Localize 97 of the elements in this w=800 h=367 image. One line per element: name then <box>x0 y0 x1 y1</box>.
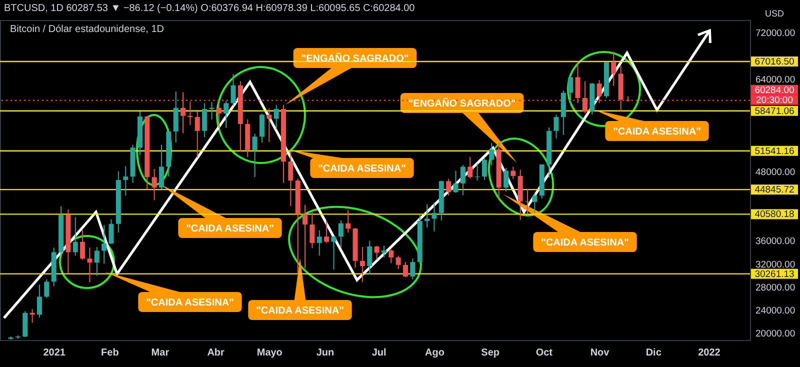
candlestick <box>324 220 330 244</box>
candlestick <box>582 80 588 114</box>
y-tick-label: 48000.00 <box>756 166 796 178</box>
ref-line-label: 60284.00 <box>754 84 794 96</box>
x-tick-label: Abr <box>207 348 225 358</box>
x-tick-label: Mar <box>151 348 170 358</box>
annotation: "ENGAÑO SAGRADO" <box>408 98 516 110</box>
candlestick <box>194 110 200 158</box>
candlestick <box>202 102 208 138</box>
y-tick-label: 20000.00 <box>756 328 796 340</box>
candlestick <box>367 240 372 275</box>
x-tick-label: Sep <box>481 348 500 358</box>
y-tick-label: 36000.00 <box>756 236 796 248</box>
annotation: "CAIDA ASESINA" <box>613 126 702 138</box>
annotation: "CAIDA ASESINA" <box>256 306 344 316</box>
y-tick-label: 32000.00 <box>756 259 796 270</box>
text: 20:30:00 <box>756 94 793 106</box>
candlestick <box>532 192 538 214</box>
ref-line-label: 30261.13 <box>754 268 794 280</box>
candlestick <box>331 236 336 270</box>
x-tick-label: 2022 <box>698 348 721 358</box>
candlestick <box>80 230 86 260</box>
candlestick <box>489 142 494 166</box>
x-tick-label: Feb <box>101 348 119 358</box>
candlestick <box>180 92 186 134</box>
candlestick <box>316 230 322 256</box>
y-axis-title: USD <box>764 8 784 18</box>
ref-line-label: 44845.72 <box>754 184 794 196</box>
x-tick-label: Jun <box>316 348 334 358</box>
candlestick <box>224 100 229 129</box>
candlestick <box>503 167 508 192</box>
candlestick <box>554 114 559 139</box>
candlestick <box>87 247 92 283</box>
candlestick <box>259 113 264 143</box>
annotation: "CAIDA ASESINA" <box>186 224 274 234</box>
candlestick <box>625 96 630 102</box>
candlestick <box>102 224 107 264</box>
candlestick <box>173 91 178 143</box>
candlestick <box>108 218 114 245</box>
candlestick <box>468 156 473 179</box>
ref-line-label: 40580.18 <box>754 209 794 220</box>
annotation: "ENGAÑO SAGRADO" <box>301 52 409 64</box>
chart-title: Bitcoin / Dólar estadounidense, 1D <box>10 24 164 35</box>
candlestick <box>72 216 78 256</box>
y-tick-label: 28000.00 <box>756 282 796 294</box>
x-tick-label: 2021 <box>43 348 66 358</box>
candlestick <box>360 246 365 283</box>
candlestick <box>424 204 430 228</box>
candlestick <box>403 262 408 278</box>
x-tick-label: Ago <box>424 348 444 358</box>
candlestick <box>446 178 452 196</box>
candlestick <box>432 202 437 232</box>
candlestick <box>44 278 50 298</box>
annotation: "CAIDA ASESINA" <box>541 238 630 248</box>
x-tick-label: Nov <box>590 348 610 358</box>
x-tick-label: Mayo <box>256 348 282 358</box>
candlestick <box>230 74 236 106</box>
candlestick <box>94 246 100 276</box>
candlestick <box>596 80 602 104</box>
candlestick <box>611 51 616 86</box>
ref-line-label: 58471.06 <box>754 106 794 117</box>
candlestick <box>274 104 279 130</box>
candlestick <box>568 76 574 105</box>
candlestick <box>410 258 416 280</box>
annotation: "CAIDA ASESINA" <box>146 298 234 308</box>
candlestick <box>482 156 487 180</box>
candlestick <box>158 144 164 190</box>
candlestick <box>152 168 157 201</box>
y-tick-label: 72000.00 <box>756 28 796 40</box>
candlestick <box>252 133 258 178</box>
candlestick <box>266 108 272 142</box>
candlestick <box>22 310 28 338</box>
chart-subtitle: BTCUSD, 1D 60287.53 ▼ −86.12 (−0.14%) O:60376.94 H:60978.39 L:60095.65 C:60284.00 <box>4 3 415 14</box>
candlestick <box>460 164 466 196</box>
candlestick <box>388 248 394 264</box>
candlestick <box>396 255 401 270</box>
y-tick-label: 64000.00 <box>756 74 796 86</box>
candlestick <box>338 220 344 248</box>
candlestick <box>374 245 380 260</box>
x-tick-label: Oct <box>536 348 554 358</box>
candlestick <box>575 61 580 104</box>
candlestick <box>346 210 351 234</box>
candlestick <box>123 166 128 196</box>
x-tick-label: Jul <box>372 348 387 358</box>
candlestick <box>381 245 386 258</box>
candlestick <box>288 150 294 206</box>
annotation: "CAIDA ASESINA" <box>318 164 406 174</box>
candlestick <box>216 102 222 129</box>
y-tick-label: 24000.00 <box>756 305 796 316</box>
candlestick <box>510 166 516 180</box>
candlestick <box>453 170 458 194</box>
ref-line-label: 51541.16 <box>754 146 794 157</box>
candlestick <box>302 204 308 269</box>
ref-line-label: 67016.50 <box>754 56 794 68</box>
candlestick <box>310 212 315 249</box>
x-tick-label: Dic <box>646 348 662 358</box>
candlestick <box>36 284 42 318</box>
